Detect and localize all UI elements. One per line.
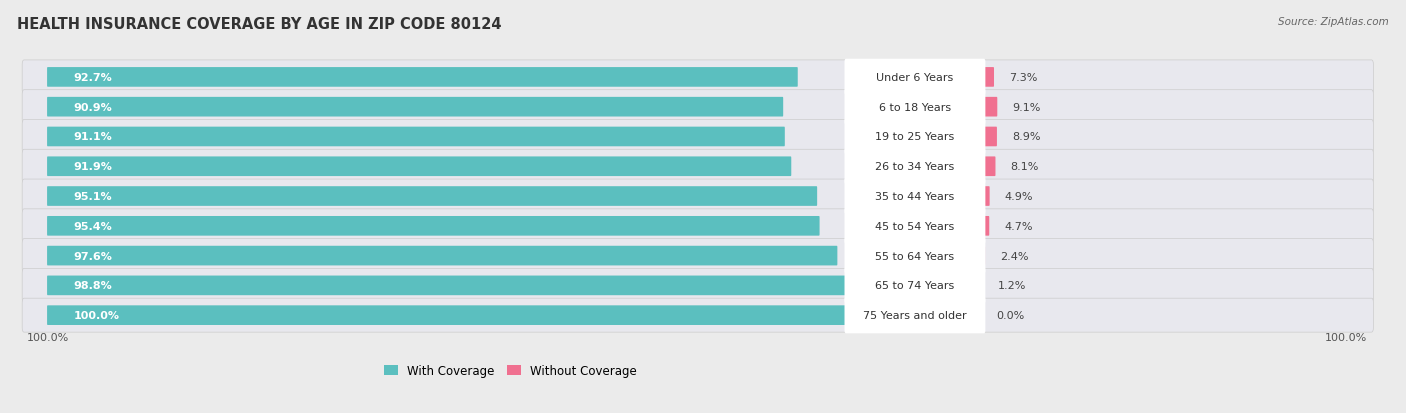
Text: 7.3%: 7.3% bbox=[1010, 73, 1038, 83]
Text: 8.1%: 8.1% bbox=[1011, 162, 1039, 172]
Text: 91.1%: 91.1% bbox=[73, 132, 112, 142]
FancyBboxPatch shape bbox=[46, 157, 792, 177]
FancyBboxPatch shape bbox=[22, 120, 1374, 154]
Text: HEALTH INSURANCE COVERAGE BY AGE IN ZIP CODE 80124: HEALTH INSURANCE COVERAGE BY AGE IN ZIP … bbox=[17, 17, 502, 31]
FancyBboxPatch shape bbox=[46, 216, 820, 236]
FancyBboxPatch shape bbox=[845, 89, 986, 126]
Text: Source: ZipAtlas.com: Source: ZipAtlas.com bbox=[1278, 17, 1389, 26]
Text: 92.7%: 92.7% bbox=[73, 73, 112, 83]
Text: 8.9%: 8.9% bbox=[1012, 132, 1040, 142]
FancyBboxPatch shape bbox=[46, 246, 838, 266]
FancyBboxPatch shape bbox=[845, 59, 986, 96]
FancyBboxPatch shape bbox=[22, 180, 1374, 214]
FancyBboxPatch shape bbox=[22, 61, 1374, 95]
FancyBboxPatch shape bbox=[22, 90, 1374, 124]
Text: 95.1%: 95.1% bbox=[73, 192, 112, 202]
FancyBboxPatch shape bbox=[980, 246, 986, 266]
Text: 91.9%: 91.9% bbox=[73, 162, 112, 172]
Text: 65 to 74 Years: 65 to 74 Years bbox=[876, 281, 955, 291]
FancyBboxPatch shape bbox=[22, 269, 1374, 303]
Text: 45 to 54 Years: 45 to 54 Years bbox=[876, 221, 955, 231]
Text: 97.6%: 97.6% bbox=[73, 251, 112, 261]
Text: 4.7%: 4.7% bbox=[1004, 221, 1033, 231]
Text: 2.4%: 2.4% bbox=[1000, 251, 1029, 261]
FancyBboxPatch shape bbox=[46, 127, 785, 147]
Text: 35 to 44 Years: 35 to 44 Years bbox=[876, 192, 955, 202]
FancyBboxPatch shape bbox=[845, 178, 986, 215]
FancyBboxPatch shape bbox=[46, 97, 783, 117]
Text: 100.0%: 100.0% bbox=[73, 311, 120, 320]
FancyBboxPatch shape bbox=[845, 297, 986, 334]
FancyBboxPatch shape bbox=[980, 127, 997, 147]
FancyBboxPatch shape bbox=[46, 68, 797, 88]
Text: 19 to 25 Years: 19 to 25 Years bbox=[876, 132, 955, 142]
Text: 6 to 18 Years: 6 to 18 Years bbox=[879, 102, 950, 112]
Text: Under 6 Years: Under 6 Years bbox=[876, 73, 953, 83]
Legend: With Coverage, Without Coverage: With Coverage, Without Coverage bbox=[380, 359, 641, 382]
FancyBboxPatch shape bbox=[22, 299, 1374, 332]
Text: 55 to 64 Years: 55 to 64 Years bbox=[876, 251, 955, 261]
Text: 75 Years and older: 75 Years and older bbox=[863, 311, 967, 320]
FancyBboxPatch shape bbox=[845, 268, 986, 304]
FancyBboxPatch shape bbox=[845, 149, 986, 185]
FancyBboxPatch shape bbox=[46, 306, 856, 325]
Text: 4.9%: 4.9% bbox=[1005, 192, 1033, 202]
Text: 90.9%: 90.9% bbox=[73, 102, 112, 112]
Text: 26 to 34 Years: 26 to 34 Years bbox=[876, 162, 955, 172]
Text: 100.0%: 100.0% bbox=[1326, 332, 1368, 342]
Text: 0.0%: 0.0% bbox=[995, 311, 1024, 320]
Text: 98.8%: 98.8% bbox=[73, 281, 112, 291]
FancyBboxPatch shape bbox=[845, 119, 986, 155]
Text: 9.1%: 9.1% bbox=[1012, 102, 1040, 112]
FancyBboxPatch shape bbox=[980, 216, 990, 236]
Text: 95.4%: 95.4% bbox=[73, 221, 112, 231]
FancyBboxPatch shape bbox=[46, 187, 817, 206]
FancyBboxPatch shape bbox=[845, 208, 986, 244]
FancyBboxPatch shape bbox=[22, 150, 1374, 184]
FancyBboxPatch shape bbox=[980, 187, 990, 206]
FancyBboxPatch shape bbox=[980, 157, 995, 177]
FancyBboxPatch shape bbox=[980, 68, 994, 88]
Text: 1.2%: 1.2% bbox=[998, 281, 1026, 291]
FancyBboxPatch shape bbox=[22, 239, 1374, 273]
FancyBboxPatch shape bbox=[980, 97, 997, 117]
FancyBboxPatch shape bbox=[22, 209, 1374, 243]
FancyBboxPatch shape bbox=[845, 238, 986, 274]
FancyBboxPatch shape bbox=[46, 276, 846, 295]
FancyBboxPatch shape bbox=[980, 276, 983, 295]
Text: 100.0%: 100.0% bbox=[27, 332, 69, 342]
